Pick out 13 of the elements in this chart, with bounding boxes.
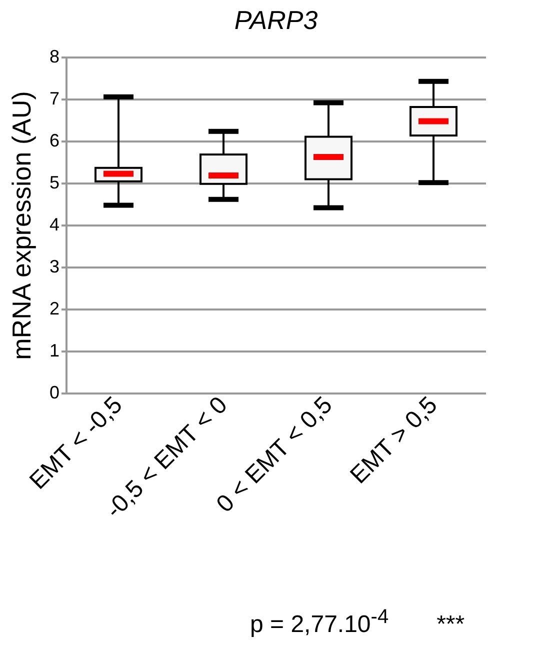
y-tick-label: 3 xyxy=(49,256,60,276)
text: p = 2,77.10$^{-4}$ xyxy=(250,606,389,638)
text: *** xyxy=(436,611,465,638)
y-tick-label: 8 xyxy=(49,46,60,66)
y-tick-label: 5 xyxy=(49,172,60,192)
y-tick-label: 7 xyxy=(49,88,60,108)
y-tick-label: 4 xyxy=(49,214,60,234)
y-tick-label: 0 xyxy=(49,382,60,402)
y-tick-label: 2 xyxy=(49,298,60,318)
y-tick-label: 1 xyxy=(49,340,60,360)
y-axis-title: mRNA expression (AU) xyxy=(6,91,36,360)
y-tick-label: 6 xyxy=(49,130,60,150)
chart-title: PARP3 xyxy=(234,5,318,35)
